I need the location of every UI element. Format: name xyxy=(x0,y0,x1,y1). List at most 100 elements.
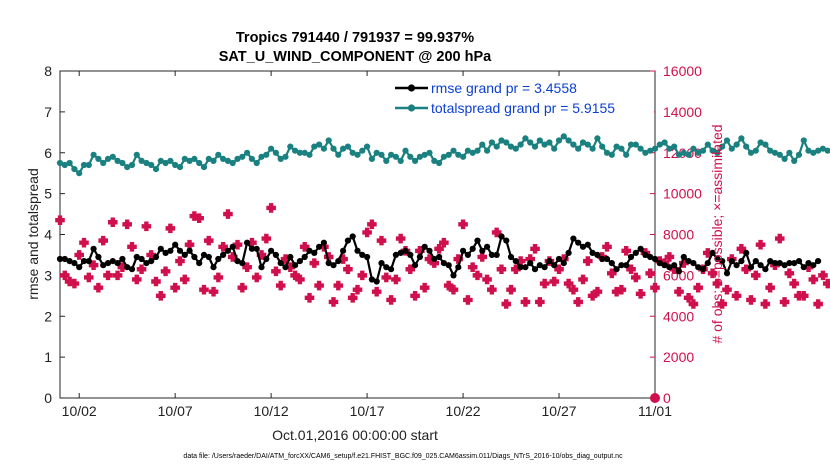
rmse-point xyxy=(469,245,476,252)
obs-assimilated-point xyxy=(127,241,137,252)
totalspread-point xyxy=(364,143,371,150)
obs-assimilated-point xyxy=(774,233,785,244)
rmse-point xyxy=(507,253,515,261)
rmse-point xyxy=(661,262,668,269)
totalspread-point xyxy=(196,159,203,167)
rmse-point xyxy=(397,249,404,256)
totalspread-point xyxy=(512,145,519,152)
rmse-point xyxy=(642,251,649,258)
totalspread-point xyxy=(551,145,558,152)
rmse-point xyxy=(810,262,817,269)
rmse-point xyxy=(191,253,198,261)
rmse-point xyxy=(272,251,279,258)
totalspread-point xyxy=(795,151,803,158)
totalspread-point xyxy=(248,155,255,162)
totalspread-point xyxy=(128,161,136,169)
rmse-point xyxy=(618,262,625,269)
totalspread-point xyxy=(666,145,673,152)
obs-assimilated-point xyxy=(227,252,238,262)
rmse-point xyxy=(791,260,798,267)
totalspread-point xyxy=(402,147,409,154)
totalspread-point xyxy=(762,141,769,148)
totalspread-point xyxy=(603,149,611,156)
totalspread-point xyxy=(800,137,807,144)
totalspread-point xyxy=(56,159,64,167)
rmse-point xyxy=(656,260,663,267)
rmse-point xyxy=(71,260,78,267)
totalspread-point xyxy=(316,141,323,148)
obs-assimilated-point xyxy=(453,254,464,264)
totalspread-point xyxy=(460,153,467,160)
obs-assimilated-point xyxy=(175,256,185,266)
y-tick-label: 8 xyxy=(44,63,52,79)
rmse-point xyxy=(685,258,692,265)
obs-assimilated-point xyxy=(645,268,656,279)
totalspread-point xyxy=(330,145,337,152)
totalspread-point xyxy=(296,149,303,156)
y-tick-label: 3 xyxy=(44,267,52,283)
rmse-point xyxy=(224,247,231,254)
obs-assimilated-point xyxy=(578,274,588,285)
obs-assimilated-point xyxy=(607,268,617,279)
totalspread-point xyxy=(152,166,160,173)
chart-subtitle: SAT_U_WIND_COMPONENT @ 200 hPa xyxy=(219,49,492,65)
rmse-point xyxy=(325,260,332,267)
obs-assimilated-point xyxy=(496,264,507,275)
rmse-point xyxy=(709,249,716,256)
totalspread-point xyxy=(268,145,275,152)
rmse-point xyxy=(776,260,783,267)
rmse-point xyxy=(522,264,529,271)
obs-assimilated-point xyxy=(343,264,353,275)
obs-assimilated-point xyxy=(280,254,291,264)
obs-assimilated-point xyxy=(487,284,497,295)
obs-assimilated-point xyxy=(554,264,564,275)
x-tick-label: 10/22 xyxy=(446,403,481,419)
obs-assimilated-point xyxy=(415,246,425,256)
rmse-point xyxy=(210,264,217,271)
footnote: data file: /Users/raeder/DAI/ATM_forcXX/… xyxy=(183,453,623,460)
totalspread-point xyxy=(80,161,88,169)
legend-box xyxy=(392,76,654,118)
totalspread-point xyxy=(373,149,380,156)
obs-assimilated-point xyxy=(789,278,799,289)
obs-assimilated-point xyxy=(458,219,468,230)
obs-assimilated-point xyxy=(295,274,305,285)
totalspread-point xyxy=(388,151,395,158)
rmse-point xyxy=(143,260,150,267)
totalspread-point xyxy=(239,153,246,160)
totalspread-point xyxy=(172,161,179,169)
obs-assimilated-point xyxy=(98,235,108,246)
totalspread-point xyxy=(589,145,596,152)
totalspread-point xyxy=(368,155,375,162)
obs-assimilated-point xyxy=(112,270,123,281)
obs-assimilated-point xyxy=(232,239,243,250)
obs-assimilated-point xyxy=(535,297,545,307)
totalspread-point xyxy=(690,145,697,152)
rmse-point xyxy=(743,249,750,256)
totalspread-point xyxy=(642,149,649,156)
y-tick-label-right: 16000 xyxy=(663,63,702,79)
x-tick-label: 10/02 xyxy=(62,403,97,419)
obs-assimilated-point xyxy=(501,299,512,309)
x-axis-label: Oct.01,2016 00:00:00 start xyxy=(272,427,438,443)
obs-assimilated-point xyxy=(818,270,828,281)
totalspread-point xyxy=(450,147,457,154)
totalspread-point xyxy=(627,141,635,148)
totalspread-point xyxy=(579,139,587,146)
obs-assimilated-point xyxy=(299,241,310,252)
totalspread-point xyxy=(733,141,740,148)
obs-assimilated-point xyxy=(179,274,190,285)
totalspread-point xyxy=(584,141,591,148)
rmse-point xyxy=(752,258,759,265)
obs-assimilated-point xyxy=(146,250,156,260)
obs-assimilated-point xyxy=(74,250,84,260)
obs-assimilated-point xyxy=(352,284,363,295)
totalspread-point xyxy=(282,153,289,160)
totalspread-point xyxy=(675,151,683,158)
rmse-point xyxy=(493,251,500,258)
legend-totalspread-label: totalspread grand pr = 5.9155 xyxy=(431,100,615,116)
obs-assimilated-point xyxy=(155,291,166,301)
rmse-point xyxy=(560,260,567,267)
obs-assimilated-point xyxy=(515,256,526,266)
